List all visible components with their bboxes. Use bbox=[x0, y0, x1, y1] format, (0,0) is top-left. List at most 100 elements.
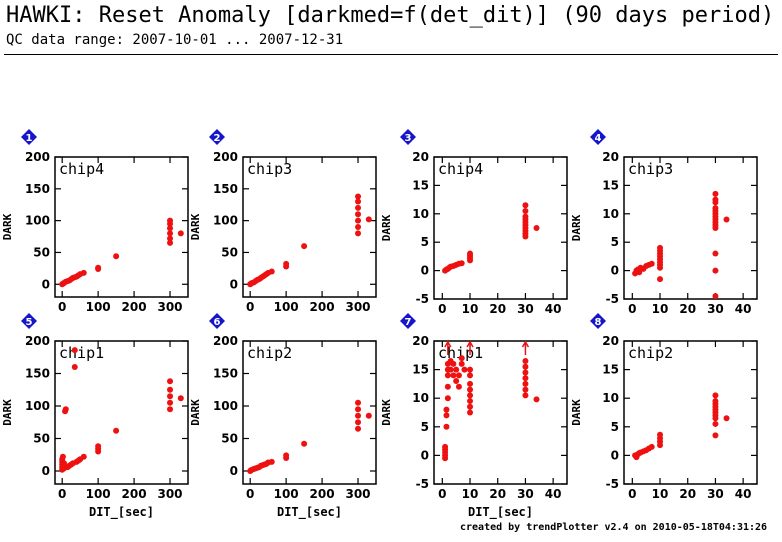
data-point bbox=[167, 399, 174, 406]
y-axis-label: DARK bbox=[380, 214, 393, 241]
page-title: HAWKI: Reset Anomaly [darkmed=f(det_dit)… bbox=[6, 3, 775, 28]
data-point bbox=[283, 260, 290, 267]
x-tick-label: 200 bbox=[122, 300, 147, 314]
x-tick-label: 0 bbox=[246, 487, 254, 501]
data-point bbox=[365, 216, 372, 223]
y-tick-label: 0 bbox=[230, 277, 238, 291]
data-point bbox=[444, 395, 451, 402]
panel-number: 4 bbox=[595, 133, 602, 144]
data-point bbox=[657, 244, 664, 251]
data-point bbox=[522, 213, 529, 220]
x-tick-label: 300 bbox=[157, 487, 182, 501]
data-point bbox=[522, 386, 529, 393]
data-point bbox=[467, 372, 474, 379]
x-tick-label: 10 bbox=[462, 302, 479, 316]
y-axis-label: DARK bbox=[570, 214, 583, 241]
data-point bbox=[712, 293, 719, 300]
data-point bbox=[712, 392, 719, 399]
x-tick-label: 40 bbox=[735, 487, 752, 501]
data-point bbox=[450, 372, 457, 379]
data-point bbox=[467, 366, 474, 373]
data-point bbox=[167, 225, 174, 232]
data-point bbox=[355, 419, 362, 426]
data-point bbox=[62, 406, 69, 413]
chip-label: chip2 bbox=[628, 344, 673, 362]
y-tick-label: 15 bbox=[412, 178, 429, 192]
y-tick-label: 15 bbox=[602, 178, 619, 192]
data-point bbox=[522, 202, 529, 209]
x-tick-label: 0 bbox=[628, 487, 636, 501]
panel-badge-icon bbox=[209, 313, 225, 329]
x-tick-label: 200 bbox=[310, 300, 335, 314]
y-axis-label: DARK bbox=[380, 399, 393, 426]
data-point bbox=[648, 443, 655, 450]
x-tick-label: 40 bbox=[545, 302, 562, 316]
x-tick-label: 0 bbox=[438, 302, 446, 316]
data-point bbox=[447, 366, 454, 373]
x-tick-label: 0 bbox=[246, 300, 254, 314]
plot-frame bbox=[623, 156, 758, 300]
data-point bbox=[167, 235, 174, 242]
data-point bbox=[712, 205, 719, 212]
data-point bbox=[442, 443, 449, 450]
y-axis-label: DARK bbox=[189, 213, 202, 240]
data-point bbox=[443, 423, 450, 430]
data-point bbox=[533, 396, 540, 403]
y-tick-label: 20 bbox=[412, 334, 429, 348]
data-point bbox=[522, 363, 529, 370]
data-point bbox=[177, 230, 184, 237]
data-point bbox=[723, 415, 730, 422]
data-point bbox=[113, 253, 120, 260]
chip-label: chip3 bbox=[247, 160, 292, 178]
x-tick-label: 0 bbox=[58, 300, 66, 314]
x-tick-label: 30 bbox=[517, 302, 534, 316]
panel-number: 2 bbox=[214, 133, 221, 144]
x-tick-label: 30 bbox=[707, 302, 724, 316]
data-point bbox=[723, 216, 730, 223]
data-point bbox=[301, 243, 308, 250]
y-tick-label: 0 bbox=[42, 464, 50, 478]
data-point bbox=[167, 393, 174, 400]
panel-number: 5 bbox=[26, 317, 33, 328]
y-tick-label: 50 bbox=[221, 432, 238, 446]
data-point bbox=[167, 378, 174, 385]
data-point bbox=[467, 398, 474, 405]
plot-frame bbox=[433, 156, 568, 300]
panel-badge-icon bbox=[590, 129, 606, 145]
y-tick-label: 20 bbox=[412, 150, 429, 164]
x-tick-label: 40 bbox=[735, 302, 752, 316]
panel-badge-icon bbox=[21, 129, 37, 145]
x-tick-label: 0 bbox=[58, 487, 66, 501]
chip-label: chip2 bbox=[247, 344, 292, 362]
x-tick-label: 20 bbox=[489, 487, 506, 501]
data-point bbox=[458, 260, 465, 267]
y-tick-label: 150 bbox=[213, 367, 238, 381]
panel-number: 3 bbox=[405, 133, 412, 144]
y-tick-label: 5 bbox=[611, 235, 619, 249]
data-point bbox=[268, 268, 275, 275]
y-tick-label: -5 bbox=[416, 292, 429, 306]
data-point bbox=[467, 386, 474, 393]
data-point bbox=[80, 453, 87, 460]
x-tick-label: 10 bbox=[462, 487, 479, 501]
y-tick-label: 5 bbox=[611, 420, 619, 434]
data-point bbox=[80, 269, 87, 276]
data-point bbox=[71, 347, 78, 354]
data-point bbox=[167, 239, 174, 246]
panel-badge-icon bbox=[21, 313, 37, 329]
plot-frame bbox=[54, 340, 189, 485]
x-tick-label: 40 bbox=[545, 487, 562, 501]
data-point bbox=[458, 355, 465, 362]
data-point bbox=[365, 412, 372, 419]
y-tick-label: 10 bbox=[412, 391, 429, 405]
offscale-arrowhead bbox=[521, 340, 530, 348]
y-tick-label: 15 bbox=[602, 363, 619, 377]
plot-frame bbox=[242, 156, 377, 298]
panel-badge-icon bbox=[590, 313, 606, 329]
chip-label: chip1 bbox=[59, 344, 104, 362]
chip-label: chip4 bbox=[59, 160, 104, 178]
y-tick-label: 20 bbox=[602, 334, 619, 348]
data-point bbox=[60, 460, 67, 467]
chart-panel-2: 2 0 100 200 300 0 50 100 150 200 DARK chip3 bbox=[189, 129, 377, 314]
data-point bbox=[444, 372, 451, 379]
